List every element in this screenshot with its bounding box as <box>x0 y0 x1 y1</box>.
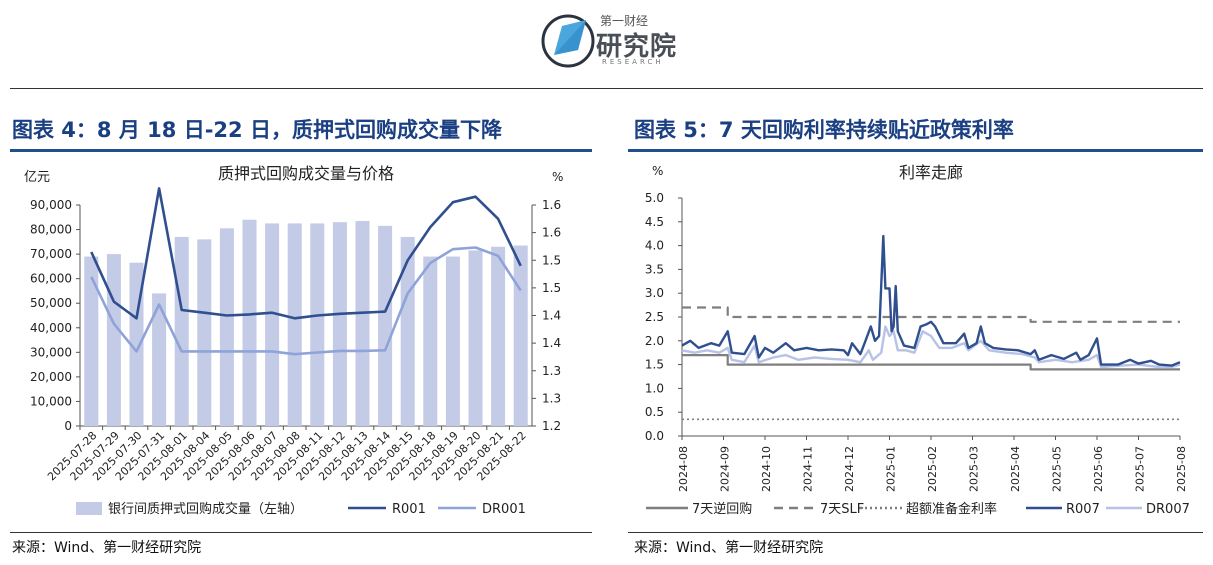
right-tick-label: 1.6 <box>542 198 561 212</box>
left-tick-label: 40,000 <box>30 321 72 335</box>
left-tick-label: 80,000 <box>30 223 72 237</box>
volume-bar <box>378 225 393 426</box>
x-tick-label: 2025-04 <box>1009 446 1022 492</box>
y-tick-label: 0.5 <box>645 405 664 419</box>
y-tick-label: 3.5 <box>645 262 664 276</box>
chart-title: 质押式回购成交量与价格 <box>218 164 394 183</box>
volume-bar <box>106 254 121 426</box>
volume-bar <box>197 239 212 426</box>
volume-bar <box>152 293 167 426</box>
volume-bar <box>310 223 325 426</box>
volume-bar <box>355 220 370 426</box>
y-tick-label: 0.0 <box>645 429 664 443</box>
x-tick-label: 2025-05 <box>1051 446 1064 492</box>
legend-label-0: 7天逆回购 <box>692 501 752 517</box>
x-tick-label: 2025-01 <box>885 446 898 492</box>
volume-bar <box>219 228 234 426</box>
x-tick-label: 2024-12 <box>843 446 856 492</box>
left-axis-unit: 亿元 <box>24 170 50 185</box>
left-tick-label: 90,000 <box>30 198 72 212</box>
right-tick-label: 1.6 <box>542 226 561 240</box>
series-line-0 <box>682 354 1180 371</box>
left-tick-label: 30,000 <box>30 345 72 359</box>
chart-left: 质押式回购成交量与价格 亿元 % 0 10,000 20,000 30,000 40,000 5… <box>24 164 563 517</box>
legend-swatch-bar <box>76 502 102 515</box>
volume-bar <box>491 246 506 426</box>
x-tick-label: 2025-03 <box>968 446 981 492</box>
x-tick-label: 2025-06 <box>1092 446 1105 492</box>
right-tick-label: 1.2 <box>542 419 561 433</box>
volume-bar <box>468 250 483 426</box>
y-axis-unit: % <box>652 164 663 178</box>
header-rule <box>10 88 1203 89</box>
x-tick-label: 2025-07 <box>1134 446 1147 492</box>
series-line-r001 <box>90 187 522 320</box>
right-tick-label: 1.5 <box>542 281 561 295</box>
legend-label-4: DR007 <box>1146 502 1190 517</box>
right-tick-label: 1.4 <box>542 309 561 323</box>
y-tick-label: 2.0 <box>645 334 664 348</box>
legend-label-2: 超额准备金利率 <box>906 501 997 517</box>
x-tick-label: 2024-10 <box>760 446 773 492</box>
right-source-rule <box>628 532 1203 533</box>
series-line-4 <box>681 325 1181 369</box>
left-source: 来源：Wind、第一财经研究院 <box>12 540 202 556</box>
legend-label-dr001: DR001 <box>482 502 526 517</box>
left-source-rule <box>10 532 592 533</box>
right-tick-label: 1.3 <box>542 391 561 405</box>
volume-bar <box>242 219 257 426</box>
volume-bar <box>332 222 347 426</box>
y-tick-label: 4.0 <box>645 239 664 253</box>
volume-bar <box>445 256 460 426</box>
volume-bar <box>287 223 302 426</box>
right-panel-rule <box>628 149 1203 152</box>
left-tick-label: 60,000 <box>30 272 72 286</box>
logo-mark-icon <box>541 14 595 68</box>
y-tick-label: 1.5 <box>645 358 664 372</box>
series-line-1 <box>682 306 1180 323</box>
right-source: 来源：Wind、第一财经研究院 <box>634 540 824 556</box>
y-tick-label: 2.5 <box>645 310 664 324</box>
logo-sub-text: RESEARCH <box>602 58 664 66</box>
logo: 第一财经 研究院 RESEARCH <box>540 10 690 72</box>
left-tick-label: 70,000 <box>30 247 72 261</box>
volume-bar <box>84 256 99 426</box>
x-tick-label: 2024-11 <box>802 446 815 492</box>
y-tick-label: 5.0 <box>645 191 664 205</box>
right-panel-title: 图表 5：7 天回购利率持续贴近政策利率 <box>634 118 1014 142</box>
volume-bar <box>400 236 415 426</box>
left-tick-label: 20,000 <box>30 370 72 384</box>
left-tick-label: 0 <box>64 419 72 433</box>
right-axis-unit: % <box>552 170 563 184</box>
left-panel-title: 图表 4：8 月 18 日-22 日，质押式回购成交量下降 <box>12 118 502 142</box>
left-panel-rule <box>10 149 592 152</box>
y-tick-label: 4.5 <box>645 215 664 229</box>
legend-label-r001: R001 <box>392 502 426 517</box>
legend-label-1: 7天SLF <box>820 502 864 517</box>
left-tick-label: 10,000 <box>30 394 72 408</box>
x-tick-label: 2024-08 <box>677 446 690 492</box>
legend-label-bar: 银行间质押式回购成交量（左轴） <box>108 501 303 517</box>
legend-label-3: R007 <box>1066 502 1100 517</box>
right-tick-label: 1.3 <box>542 364 561 378</box>
volume-bar <box>265 223 280 426</box>
y-tick-label: 3.0 <box>645 286 664 300</box>
chart-right: % 利率走廊 0.0 0.5 1.0 1.5 2.0 2.5 3.0 3.5 4.0 4.5 5.0 20… <box>645 163 1190 517</box>
volume-bar <box>423 256 438 426</box>
volume-bar <box>513 245 528 426</box>
x-tick-label: 2025-02 <box>926 446 939 492</box>
y-tick-label: 1.0 <box>645 381 664 395</box>
chart-title: 利率走廊 <box>899 163 963 182</box>
logo-top-text: 第一财经 <box>600 14 649 28</box>
series-line-3 <box>681 234 1181 367</box>
left-tick-label: 50,000 <box>30 296 72 310</box>
logo-main-text: 研究院 <box>596 32 678 62</box>
x-tick-label: 2024-09 <box>719 446 732 492</box>
series-line-dr001 <box>90 246 522 356</box>
right-tick-label: 1.4 <box>542 336 561 350</box>
x-tick-label: 2025-08 <box>1175 446 1188 492</box>
right-tick-label: 1.5 <box>542 253 561 267</box>
volume-bar <box>174 236 189 426</box>
